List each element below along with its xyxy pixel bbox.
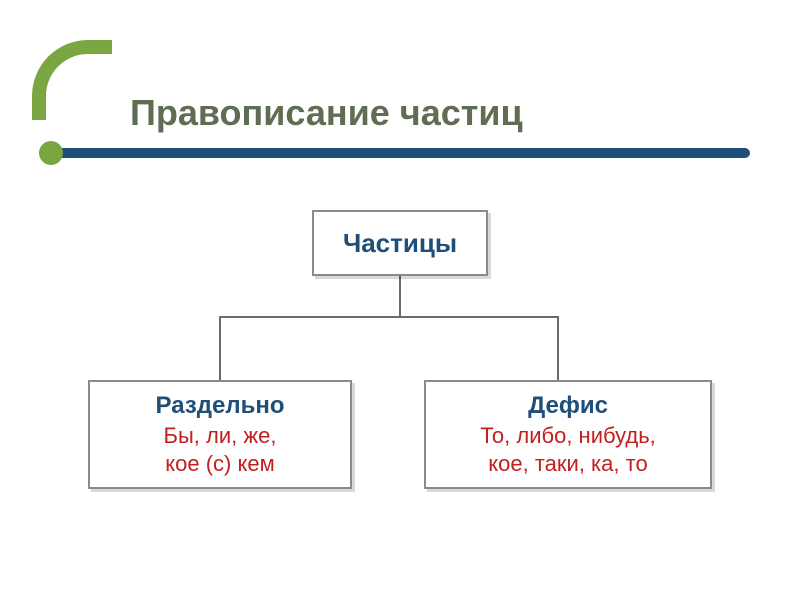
- header-cap: [39, 141, 63, 165]
- node-root-label: Частицы: [343, 228, 457, 259]
- frame-corner: [32, 40, 112, 120]
- connector: [399, 276, 401, 316]
- node-left-heading: Раздельно: [156, 392, 285, 420]
- connector: [219, 316, 559, 318]
- node-root: Частицы: [312, 210, 488, 276]
- node-left-body: Бы, ли, же, кое (с) кем: [164, 422, 277, 477]
- page-title: Правописание частиц: [130, 92, 523, 134]
- node-right-heading: Дефис: [528, 392, 608, 420]
- connector: [557, 316, 559, 380]
- node-right: Дефис То, либо, нибудь, кое, таки, ка, т…: [424, 380, 712, 489]
- node-right-body: То, либо, нибудь, кое, таки, ка, то: [480, 422, 656, 477]
- header-bar: [46, 148, 750, 158]
- node-left: Раздельно Бы, ли, же, кое (с) кем: [88, 380, 352, 489]
- connector: [219, 316, 221, 380]
